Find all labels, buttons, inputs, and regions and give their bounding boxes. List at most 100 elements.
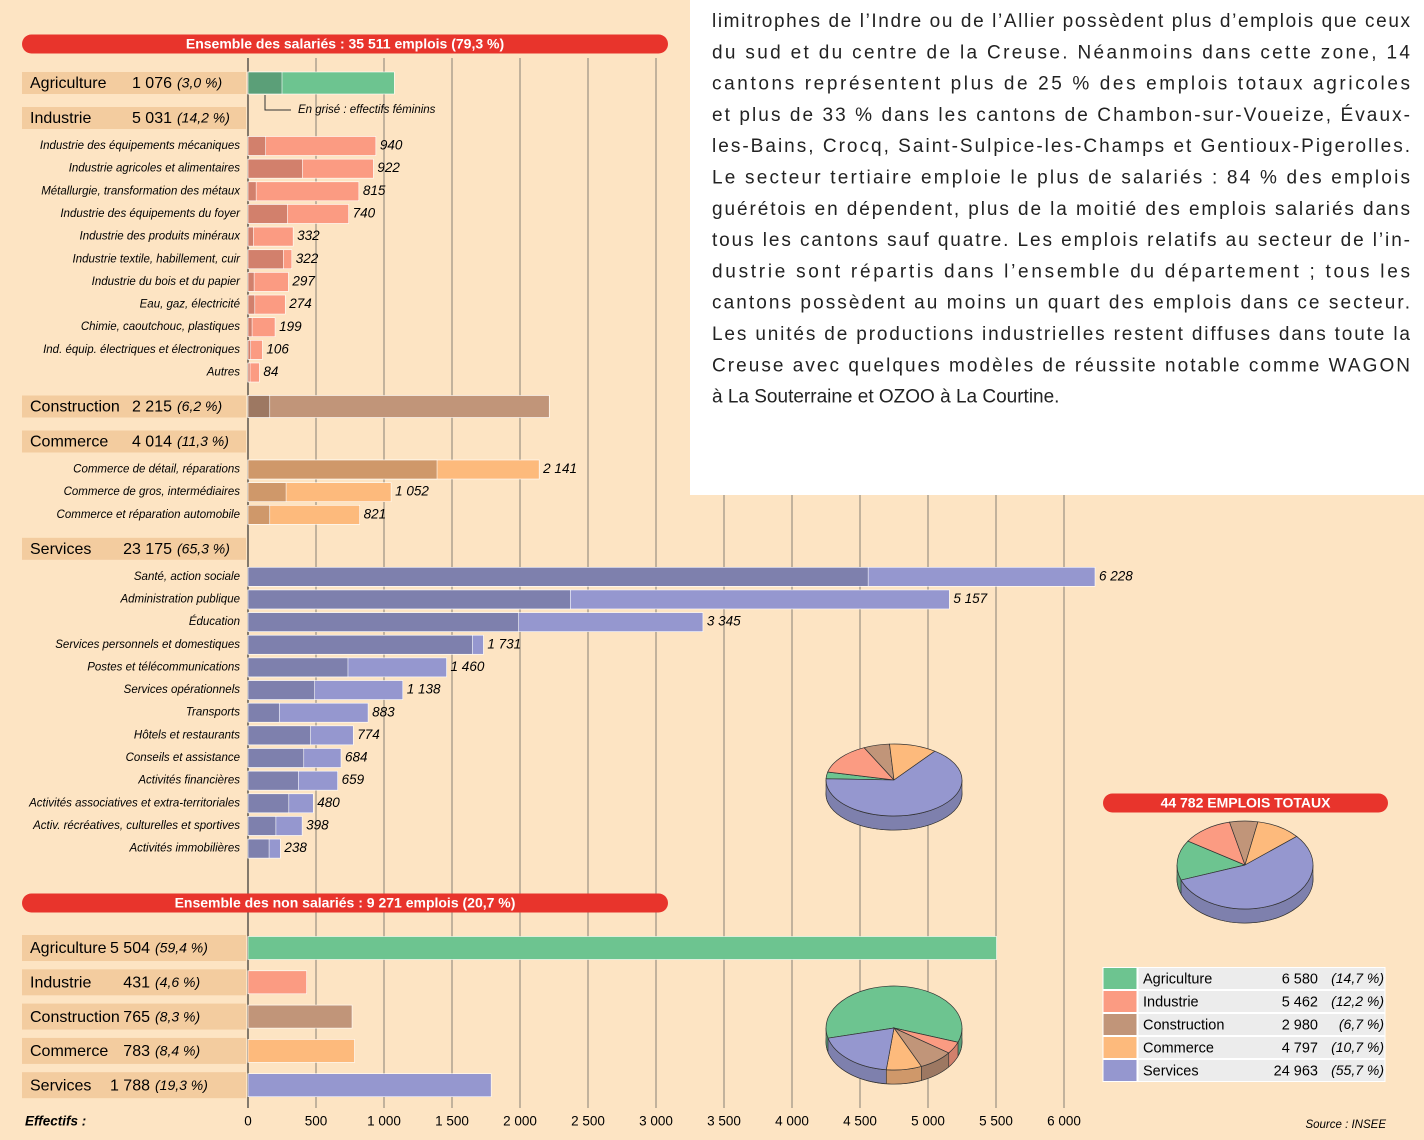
female-bar	[247, 395, 271, 418]
legend-share: (14,7 %)	[1331, 970, 1384, 986]
paragraph-line: cantons représentent plus de 25 % des em…	[712, 74, 1410, 95]
item-label: Industrie des équipements du foyer	[60, 208, 241, 220]
group-band	[22, 107, 246, 129]
value-label: 1 460	[451, 659, 485, 674]
female-bar	[247, 816, 277, 836]
female-bar	[247, 770, 299, 791]
group-band	[22, 935, 246, 961]
female-bar	[247, 459, 438, 480]
x-tick-label: 6 000	[1047, 1114, 1081, 1129]
paragraph-line: Les unités de productions industrielles …	[712, 324, 1410, 345]
item-label: Commerce et réparation automobile	[57, 509, 240, 521]
group-share: (8,3 %)	[155, 1008, 200, 1024]
section-title: Ensemble des salariés : 35 511 emplois (…	[186, 36, 504, 52]
female-bar	[247, 793, 290, 814]
legend-value: 4 797	[1282, 1040, 1318, 1056]
female-bar	[247, 702, 280, 723]
female-bar	[247, 504, 271, 525]
paragraph-line: et plus de 33 % dans les cantons de Cham…	[712, 105, 1410, 126]
group-name: Industrie	[30, 110, 91, 127]
item-label: Métallurgie, transformation des métaux	[41, 185, 241, 197]
legend-row	[1137, 967, 1386, 990]
bar	[247, 970, 307, 995]
paragraph-line: à La Souterraine et OZOO à La Courtine.	[712, 387, 1059, 408]
value-label: 1 731	[487, 636, 521, 651]
value-label: 6 228	[1099, 568, 1133, 583]
pie-slice	[827, 747, 895, 781]
pie-slice	[1176, 840, 1247, 881]
group-band	[22, 1072, 246, 1099]
group-share: (11,3 %)	[177, 433, 229, 449]
value-label: 274	[288, 296, 312, 311]
group-share: (59,4 %)	[155, 940, 208, 956]
female-bar	[247, 158, 303, 179]
group-name: Agriculture	[30, 940, 107, 957]
value-label: 332	[297, 228, 320, 243]
legend-share: (10,7 %)	[1331, 1039, 1384, 1055]
item-label: Autres	[206, 367, 240, 379]
legend-name: Commerce	[1143, 1040, 1214, 1056]
bar	[247, 395, 550, 418]
item-label: Activités associatives et extra-territor…	[28, 797, 240, 809]
value-label: 3 345	[707, 614, 741, 629]
item-label: Conseils et assistance	[126, 752, 240, 764]
group-share: (8,4 %)	[155, 1043, 200, 1059]
item-label: Industrie des équipements mécaniques	[40, 140, 240, 152]
female-bar	[247, 181, 257, 202]
item-label: Industrie des produits minéraux	[80, 231, 242, 243]
item-label: Administration publique	[119, 593, 240, 605]
group-name: Industrie	[30, 975, 91, 992]
value-label: 774	[357, 727, 380, 742]
group-value: 1 788	[110, 1077, 150, 1094]
group-share: (19,3 %)	[155, 1077, 208, 1093]
value-label: 2 141	[542, 461, 577, 476]
section-header	[1103, 793, 1388, 813]
item-label: Hôtels et restaurants	[134, 729, 240, 741]
group-name: Agriculture	[30, 75, 107, 92]
female-bar	[247, 340, 252, 360]
group-value: 765	[123, 1009, 150, 1026]
female-bar	[247, 725, 311, 746]
legend-share: (12,2 %)	[1331, 993, 1384, 1009]
female-bar	[247, 748, 305, 768]
value-label: 659	[342, 772, 365, 787]
female-bar	[247, 680, 315, 700]
legend-name: Construction	[1143, 1017, 1224, 1033]
item-label: Eau, gaz, électricité	[140, 299, 240, 311]
x-tick-label: 0	[244, 1114, 252, 1129]
group-share: (4,6 %)	[155, 974, 200, 990]
legend-row	[1137, 1013, 1386, 1036]
group-value: 1 076	[132, 75, 172, 92]
legend-row	[1137, 1036, 1386, 1059]
value-label: 322	[296, 251, 319, 266]
female-bar	[247, 612, 519, 632]
item-label: Services opérationnels	[124, 684, 241, 696]
pie-slice	[1180, 835, 1314, 910]
paragraph-line: tous les cantons sauf quatre. Les emploi…	[712, 230, 1410, 251]
bar	[247, 936, 997, 960]
legend-value: 2 980	[1282, 1017, 1318, 1033]
paragraph: limitrophes de l’Indre ou de l’Allier po…	[712, 11, 1411, 408]
legend-swatch	[1102, 967, 1138, 990]
section-header	[22, 893, 668, 913]
value-label: 84	[263, 364, 278, 379]
x-tick-label: 3 500	[707, 1114, 741, 1129]
legend-swatch	[1102, 990, 1138, 1013]
bar	[247, 181, 360, 202]
group-name: Services	[30, 541, 91, 558]
value-label: 821	[364, 506, 387, 521]
x-tick-label: 4 000	[775, 1114, 809, 1129]
female-bar	[247, 136, 266, 156]
paragraph-line: les-Bains, Crocq, Saint-Sulpice-les-Cham…	[712, 136, 1410, 157]
x-tick-label: 2 000	[503, 1114, 537, 1129]
female-bar	[247, 226, 254, 247]
legend-value: 24 963	[1274, 1063, 1318, 1079]
group-band	[22, 1037, 246, 1064]
note: En grisé : effectifs féminins	[298, 104, 436, 116]
group-value: 431	[123, 975, 150, 992]
group-band	[22, 430, 246, 453]
value-label: 106	[266, 341, 289, 356]
group-value: 2 215	[132, 399, 172, 416]
group-value: 23 175	[123, 541, 172, 558]
